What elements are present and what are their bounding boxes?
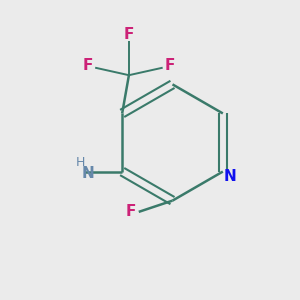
Text: F: F bbox=[165, 58, 175, 73]
Text: F: F bbox=[82, 58, 93, 73]
Text: F: F bbox=[125, 204, 136, 219]
Text: N: N bbox=[82, 166, 95, 181]
Text: N: N bbox=[223, 169, 236, 184]
Text: H: H bbox=[76, 156, 86, 169]
Text: F: F bbox=[124, 27, 134, 42]
